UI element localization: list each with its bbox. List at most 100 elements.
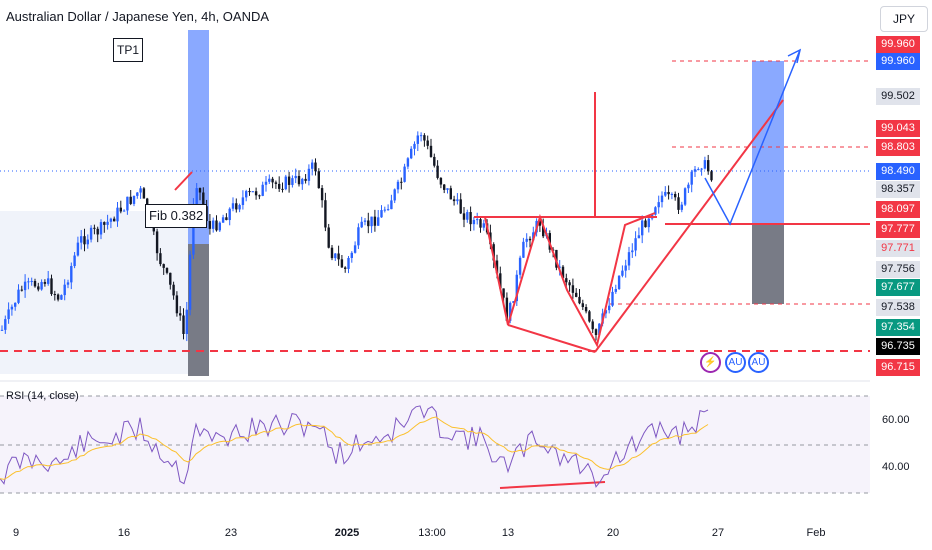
candle-body	[287, 176, 291, 185]
candle-body	[528, 238, 532, 241]
candle-body	[251, 191, 254, 193]
candle-body	[377, 217, 380, 226]
candle-body	[472, 219, 476, 225]
price-tag[interactable]: 98.357	[876, 181, 920, 198]
candle-body	[93, 227, 96, 229]
candle-body	[37, 286, 40, 290]
candle-body	[482, 223, 485, 228]
au-flag-icon[interactable]: AU	[725, 352, 746, 373]
candle-body	[129, 196, 132, 204]
price-tag[interactable]: 99.043	[876, 120, 920, 137]
candle-body	[426, 140, 429, 146]
candle-body	[594, 329, 598, 336]
candle-body	[99, 222, 103, 235]
candle-body	[248, 191, 251, 193]
candle-body	[565, 278, 568, 283]
tp1-label[interactable]: TP1	[113, 38, 143, 62]
candle-body	[334, 253, 337, 259]
price-tag[interactable]: 97.538	[876, 299, 920, 316]
candle-body	[221, 217, 225, 223]
candle-body	[667, 191, 670, 195]
candle-body	[106, 221, 109, 225]
price-tag[interactable]: 97.777	[876, 221, 920, 238]
candle-body	[340, 259, 344, 268]
candle-body	[591, 321, 594, 330]
candle-body	[522, 241, 525, 258]
candle-body	[172, 284, 175, 296]
candle-body	[162, 264, 165, 268]
range-box	[0, 211, 188, 374]
candle-body	[113, 218, 116, 222]
candle-body	[327, 227, 330, 248]
candle-body	[439, 177, 443, 185]
candle-body	[687, 184, 690, 189]
candle-body	[674, 193, 677, 198]
candle-body	[393, 189, 396, 201]
candle-body	[307, 168, 311, 181]
price-tag[interactable]: 99.960	[876, 36, 920, 53]
price-tag[interactable]: 99.960	[876, 53, 920, 70]
price-tag[interactable]: 99.502	[876, 88, 920, 105]
candle-body	[268, 178, 271, 182]
price-tag[interactable]: 97.354	[876, 319, 920, 336]
chart-area[interactable]	[0, 0, 870, 522]
price-tag[interactable]: 97.756	[876, 261, 920, 278]
candle-body	[116, 207, 119, 222]
rsi-divergence-line	[499, 481, 606, 489]
candle-body	[641, 220, 644, 236]
fib-level-label[interactable]: Fib 0.382	[145, 204, 208, 228]
candle-body	[185, 309, 188, 334]
candle-body	[588, 311, 591, 322]
candle-body	[353, 245, 357, 253]
time-axis-label: 9	[12, 527, 20, 539]
candle-body	[683, 188, 687, 205]
candle-body	[433, 156, 436, 166]
candle-body	[126, 196, 129, 211]
candle-body	[624, 265, 627, 271]
candle-body	[654, 207, 657, 215]
candle-body	[347, 257, 350, 269]
candle-body	[202, 192, 205, 207]
price-tag[interactable]: 98.803	[876, 139, 920, 156]
candle-body	[119, 207, 122, 212]
candle-body	[70, 266, 73, 283]
candle-body	[664, 191, 667, 196]
candle-body	[218, 222, 221, 231]
candle-body	[60, 295, 63, 300]
candle-body	[568, 282, 571, 286]
candle-body	[155, 231, 159, 254]
price-tag[interactable]: 98.490	[876, 163, 920, 180]
price-tag[interactable]: 96.735	[876, 338, 920, 355]
lightning-icon[interactable]: ⚡	[700, 352, 721, 373]
candle-body	[195, 188, 198, 206]
candle-body	[476, 219, 479, 221]
candle-body	[238, 205, 241, 210]
price-tag[interactable]: 97.677	[876, 279, 920, 296]
candle-body	[159, 253, 162, 265]
candle-body	[274, 182, 278, 184]
candle-body	[96, 228, 99, 235]
candle-body	[63, 284, 66, 296]
candle-body	[83, 236, 86, 245]
candle-body	[446, 188, 449, 190]
candle-body	[132, 195, 136, 204]
time-axis-label: 2025	[334, 527, 360, 539]
candle-body	[261, 184, 264, 196]
au-flag-icon[interactable]: AU	[748, 352, 769, 373]
candle-body	[575, 292, 578, 297]
candle-body	[363, 220, 367, 222]
price-tag[interactable]: 98.097	[876, 201, 920, 218]
currency-button[interactable]: JPY	[880, 6, 928, 32]
time-axis-label: 27	[711, 527, 725, 539]
rsi-tick-40: 40.00	[882, 461, 910, 473]
candle-body	[584, 307, 588, 312]
price-tag[interactable]: 97.771	[876, 240, 920, 257]
candle-body	[169, 272, 172, 285]
rsi-indicator-label[interactable]: RSI (14, close)	[6, 390, 79, 402]
candle-body	[403, 166, 406, 182]
time-axis-label: 20	[606, 527, 620, 539]
price-tag[interactable]: 96.715	[876, 359, 920, 376]
time-axis-label: 13:00	[418, 527, 446, 539]
candle-body	[518, 257, 522, 275]
candle-body	[212, 220, 215, 229]
